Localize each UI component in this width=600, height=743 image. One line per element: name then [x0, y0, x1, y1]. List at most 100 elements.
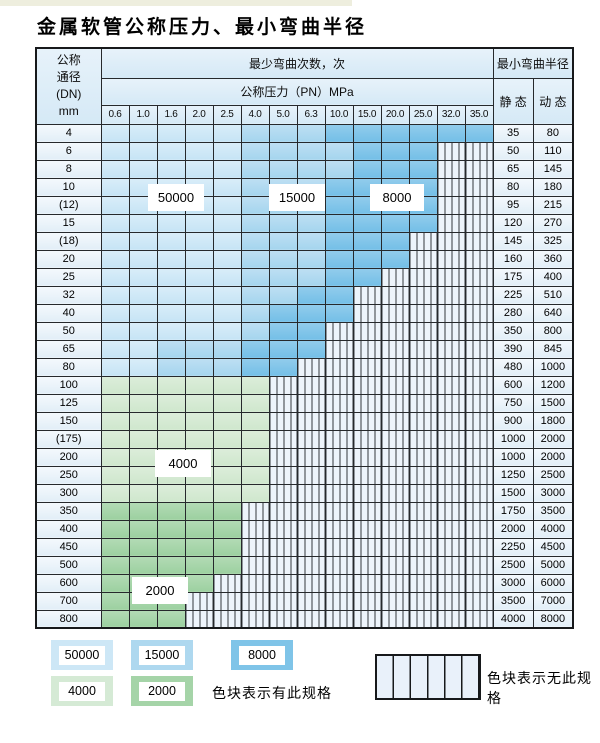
no-spec-cell	[324, 447, 354, 467]
table-row: 400 2000 4000	[35, 519, 574, 539]
spec-cell	[156, 429, 186, 449]
dn-cell: 200	[35, 447, 102, 467]
no-spec-cell	[296, 393, 326, 413]
no-spec-cell	[296, 375, 326, 395]
no-spec-cell	[240, 573, 270, 593]
spec-cell	[212, 393, 242, 413]
no-spec-cell	[464, 501, 494, 521]
legend-swatch-2000: 2000	[131, 676, 193, 706]
spec-table-wrapper: 公称 通径 (DN) mm 最少弯曲次数，次 最小弯曲半径 公称压力（PN）MP…	[35, 47, 575, 629]
spec-cell	[156, 537, 186, 557]
spec-cell	[184, 375, 214, 395]
spec-cell	[212, 141, 242, 161]
no-spec-cell	[436, 393, 466, 413]
static-radius-cell: 3000	[492, 573, 534, 593]
static-radius-cell: 280	[492, 303, 534, 323]
hose-spec-table: 公称 通径 (DN) mm 最少弯曲次数，次 最小弯曲半径 公称压力（PN）MP…	[35, 47, 575, 629]
no-spec-cell	[352, 375, 382, 395]
spec-cell	[296, 321, 326, 341]
no-spec-cell	[352, 555, 382, 575]
spec-cell	[184, 429, 214, 449]
corner-header-dn: 公称 通径 (DN) mm	[35, 47, 102, 125]
spec-cell	[184, 303, 214, 323]
spec-cell	[212, 465, 242, 485]
dynamic-radius-cell: 145	[532, 159, 574, 179]
no-spec-cell	[380, 285, 410, 305]
pressure-col-header: 35.0	[464, 104, 494, 125]
no-spec-cell	[436, 573, 466, 593]
no-spec-cell	[352, 339, 382, 359]
spec-cell	[380, 249, 410, 269]
table-row: 65 390 845	[35, 339, 574, 359]
no-spec-cell	[436, 411, 466, 431]
static-radius-header: 静 态	[492, 77, 534, 125]
no-spec-cell	[380, 321, 410, 341]
dynamic-radius-header: 动 态	[532, 77, 574, 125]
table-row: 600 3000 6000	[35, 573, 574, 593]
spec-cell	[240, 123, 270, 143]
no-spec-cell	[464, 555, 494, 575]
spec-cell	[100, 573, 130, 593]
no-spec-cell	[296, 483, 326, 503]
no-spec-cell	[268, 483, 298, 503]
spec-cell	[268, 339, 298, 359]
region-cycles-label: 50000	[148, 184, 204, 211]
no-spec-cell	[464, 447, 494, 467]
static-radius-cell: 1000	[492, 447, 534, 467]
spec-cell	[156, 339, 186, 359]
spec-cell	[184, 393, 214, 413]
no-spec-cell	[464, 357, 494, 377]
table-row: 4 35 80	[35, 123, 574, 143]
spec-cell	[380, 141, 410, 161]
dynamic-radius-cell: 7000	[532, 591, 574, 611]
no-spec-cell	[268, 591, 298, 611]
no-spec-cell	[380, 591, 410, 611]
table-row: (175) 1000 2000	[35, 429, 574, 449]
dn-cell: 20	[35, 249, 102, 269]
bend-cycles-header: 最少弯曲次数，次	[100, 47, 494, 79]
no-spec-cell	[464, 177, 494, 197]
spec-cell	[184, 537, 214, 557]
spec-cell	[184, 123, 214, 143]
no-spec-cell	[296, 429, 326, 449]
scan-edge-strip	[0, 0, 352, 6]
no-spec-cell	[408, 609, 438, 629]
dn-cell: 150	[35, 411, 102, 431]
spec-cell	[100, 213, 130, 233]
no-spec-cell	[184, 591, 214, 611]
table-row: 6 50 110	[35, 141, 574, 161]
no-spec-cell	[240, 591, 270, 611]
table-body: 4 35 80 6 50 110 8 65 145 10 80 180 (12) 95 215 15 120 27…	[35, 123, 574, 629]
header-row-2: 公称压力（PN）MPa 静 态 动 态	[36, 77, 574, 125]
spec-cell	[212, 267, 242, 287]
spec-cell	[128, 483, 158, 503]
no-spec-cell	[408, 231, 438, 251]
no-spec-cell	[352, 501, 382, 521]
table-row: 32 225 510	[35, 285, 574, 305]
dynamic-radius-cell: 4000	[532, 519, 574, 539]
no-spec-cell	[436, 195, 466, 215]
spec-cell	[324, 159, 354, 179]
no-spec-cell	[380, 267, 410, 287]
no-spec-cell	[408, 483, 438, 503]
no-spec-cell	[464, 321, 494, 341]
spec-cell	[268, 213, 298, 233]
spec-cell	[380, 213, 410, 233]
no-spec-cell	[436, 267, 466, 287]
spec-cell	[212, 195, 242, 215]
spec-cell	[156, 375, 186, 395]
legend-swatch-4000: 4000	[51, 676, 113, 706]
spec-cell	[156, 231, 186, 251]
no-spec-cell	[464, 375, 494, 395]
no-spec-cell	[324, 537, 354, 557]
spec-cell	[156, 393, 186, 413]
static-radius-cell: 1750	[492, 501, 534, 521]
no-spec-cell	[352, 411, 382, 431]
no-spec-cell	[464, 591, 494, 611]
spec-cell	[156, 159, 186, 179]
spec-cell	[100, 195, 130, 215]
spec-cell	[156, 411, 186, 431]
no-spec-cell	[324, 375, 354, 395]
no-spec-cell	[408, 267, 438, 287]
static-radius-cell: 145	[492, 231, 534, 251]
